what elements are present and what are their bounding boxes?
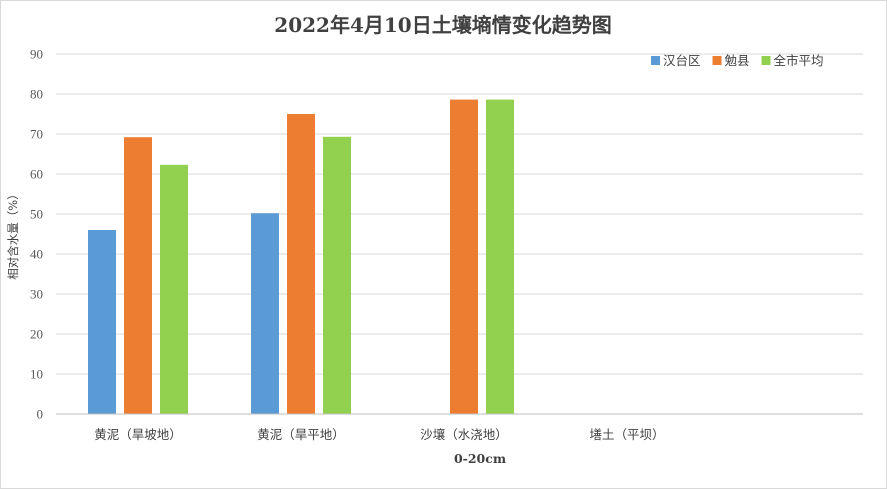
bars xyxy=(88,99,514,415)
y-tick-label: 70 xyxy=(30,127,43,142)
y-tick-label: 60 xyxy=(30,167,43,182)
x-axis-categories: 黄泥（旱坡地） 黄泥（旱平地） 沙壤（水浇地） 墡土（平坝） xyxy=(94,427,664,442)
chart-title: 2022年4月10日土壤墒情变化趋势图 xyxy=(274,13,611,37)
x-category-label: 黄泥（旱平地） xyxy=(257,427,345,442)
legend-swatch xyxy=(651,56,660,65)
bar xyxy=(160,164,188,414)
bar xyxy=(287,114,315,414)
y-tick-label: 10 xyxy=(30,367,43,382)
x-category-label: 墡土（平坝） xyxy=(589,427,664,442)
y-tick-label: 80 xyxy=(30,87,43,102)
bar xyxy=(88,230,116,414)
x-axis-title: 0-20cm xyxy=(454,451,506,466)
bar xyxy=(124,137,152,414)
y-tick-label: 20 xyxy=(30,327,43,342)
y-axis-title: 相对含水量（%） xyxy=(6,188,20,279)
y-tick-label: 30 xyxy=(30,287,43,302)
legend-swatch xyxy=(761,56,771,65)
y-tick-label: 50 xyxy=(30,207,43,222)
y-tick-label: 0 xyxy=(37,407,44,422)
x-category-label: 沙壤（水浇地） xyxy=(420,427,508,442)
legend-label: 汉台区 xyxy=(663,53,701,68)
legend-swatch xyxy=(712,56,722,65)
bar xyxy=(323,136,351,415)
legend: 汉台区 勉县 全市平均 xyxy=(651,53,824,68)
y-tick-label: 90 xyxy=(30,47,43,62)
y-axis-ticks: 0 10 20 30 40 50 60 70 80 90 xyxy=(30,47,43,422)
bar xyxy=(450,99,478,414)
bar xyxy=(251,213,279,414)
x-category-label: 黄泥（旱坡地） xyxy=(94,427,182,442)
bar xyxy=(486,99,514,414)
legend-label: 勉县 xyxy=(725,53,750,68)
y-tick-label: 40 xyxy=(30,247,43,262)
legend-label: 全市平均 xyxy=(774,53,824,68)
